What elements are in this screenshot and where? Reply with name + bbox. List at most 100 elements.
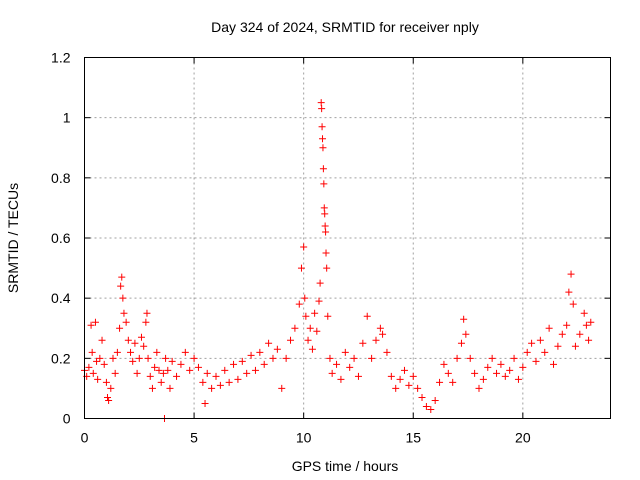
data-point xyxy=(460,315,468,323)
data-point xyxy=(157,378,165,386)
data-point xyxy=(396,375,404,383)
data-point xyxy=(96,354,104,362)
data-point xyxy=(208,384,216,392)
data-point xyxy=(306,324,314,332)
data-point xyxy=(405,381,413,389)
data-point xyxy=(181,348,189,356)
data-point xyxy=(493,369,501,377)
data-point xyxy=(324,312,332,320)
data-point xyxy=(88,348,96,356)
data-point xyxy=(350,354,358,362)
data-point xyxy=(576,330,584,338)
data-point xyxy=(140,342,148,350)
data-point xyxy=(372,336,380,344)
data-point xyxy=(155,366,163,374)
data-point xyxy=(321,222,329,230)
data-point xyxy=(190,354,198,362)
data-point xyxy=(383,348,391,356)
data-point xyxy=(436,378,444,386)
data-point xyxy=(471,369,479,377)
data-point xyxy=(91,318,99,326)
data-point xyxy=(273,345,281,353)
data-point xyxy=(322,249,330,257)
data-point xyxy=(256,348,264,356)
x-tick-label: 20 xyxy=(515,430,531,446)
data-point xyxy=(168,357,176,365)
data-point xyxy=(319,135,327,143)
data-point xyxy=(501,372,509,380)
data-point xyxy=(144,354,152,362)
axis-ticks: 0 0.2 0.4 0.6 0.8 1 1.2 0 5 10 15 20 xyxy=(51,50,611,446)
data-point xyxy=(368,354,376,362)
data-point xyxy=(545,324,553,332)
data-point xyxy=(337,375,345,383)
x-tick-label: 0 xyxy=(81,430,89,446)
data-point xyxy=(104,393,112,401)
data-point xyxy=(563,321,571,329)
data-point xyxy=(510,354,518,362)
data-point xyxy=(308,345,316,353)
data-point xyxy=(159,369,167,377)
data-point xyxy=(162,354,170,362)
x-tick-label: 5 xyxy=(190,430,198,446)
data-point xyxy=(109,354,117,362)
data-point xyxy=(322,228,330,236)
data-point xyxy=(414,384,422,392)
data-point xyxy=(333,360,341,368)
data-point xyxy=(466,354,474,362)
data-point xyxy=(194,363,202,371)
data-point xyxy=(484,363,492,371)
data-point xyxy=(153,348,161,356)
data-point xyxy=(427,405,435,413)
data-point xyxy=(251,366,259,374)
data-point xyxy=(87,321,95,329)
data-point xyxy=(230,360,238,368)
data-point xyxy=(302,312,310,320)
y-axis-label: SRMTID / TECUs xyxy=(5,183,21,293)
data-point xyxy=(363,312,371,320)
data-point xyxy=(422,402,430,410)
data-point xyxy=(582,321,590,329)
data-point xyxy=(318,105,326,113)
data-point xyxy=(569,300,577,308)
x-tick-label: 15 xyxy=(405,430,421,446)
data-point xyxy=(567,270,575,278)
data-point xyxy=(186,366,194,374)
data-point xyxy=(554,342,562,350)
data-point xyxy=(323,264,331,272)
data-point xyxy=(558,330,566,338)
data-point xyxy=(113,348,121,356)
data-point xyxy=(341,348,349,356)
data-point xyxy=(565,288,573,296)
data-point xyxy=(431,396,439,404)
data-point xyxy=(316,279,324,287)
data-point xyxy=(164,366,172,374)
data-point xyxy=(146,372,154,380)
data-point xyxy=(122,318,130,326)
data-point xyxy=(173,372,181,380)
data-point xyxy=(571,342,579,350)
data-point xyxy=(532,357,540,365)
x-axis-label: GPS time / hours xyxy=(292,458,399,474)
data-point xyxy=(127,348,135,356)
data-point xyxy=(301,294,309,302)
data-point xyxy=(225,378,233,386)
data-point xyxy=(133,369,141,377)
data-point xyxy=(313,327,321,335)
data-point xyxy=(488,354,496,362)
data-point xyxy=(93,357,101,365)
data-point xyxy=(131,339,139,347)
data-point xyxy=(129,357,137,365)
data-point xyxy=(317,99,325,107)
data-point xyxy=(379,330,387,338)
data-point xyxy=(315,297,323,305)
data-point xyxy=(497,360,505,368)
plot-frame xyxy=(84,57,611,419)
data-point xyxy=(400,366,408,374)
data-point xyxy=(151,363,159,371)
data-point xyxy=(528,339,536,347)
data-point xyxy=(346,363,354,371)
data-point xyxy=(519,363,527,371)
data-point xyxy=(319,144,327,152)
data-point xyxy=(409,372,417,380)
